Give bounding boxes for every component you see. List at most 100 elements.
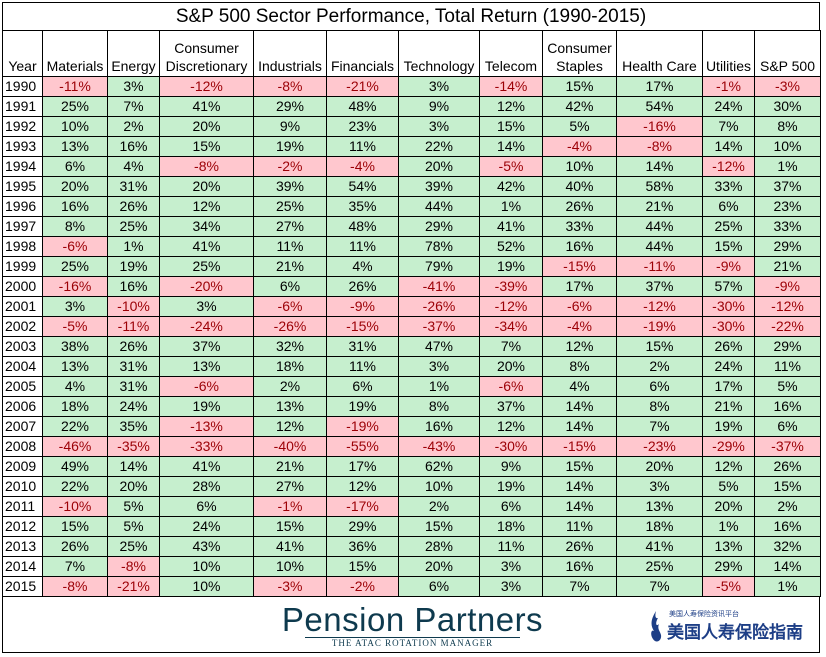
return-cell: -29%: [702, 436, 755, 457]
return-cell: 47%: [398, 336, 480, 357]
return-cell: 41%: [253, 536, 327, 557]
return-cell: 11%: [542, 516, 617, 537]
return-cell: 11%: [326, 236, 399, 257]
return-cell: -12%: [159, 76, 254, 97]
return-cell: 40%: [542, 176, 617, 197]
return-cell: 12%: [479, 96, 543, 117]
year-cell: 1993: [2, 136, 43, 157]
return-cell: -8%: [159, 156, 254, 177]
return-cell: -20%: [159, 276, 254, 297]
return-cell: 10%: [542, 156, 617, 177]
return-cell: 14%: [754, 556, 821, 577]
return-cell: 21%: [754, 256, 821, 277]
return-cell: 10%: [253, 556, 327, 577]
return-cell: 10%: [398, 476, 480, 497]
return-cell: -9%: [326, 296, 399, 317]
return-cell: 6%: [479, 496, 543, 517]
return-cell: -30%: [702, 316, 755, 337]
return-cell: 7%: [616, 576, 703, 597]
return-cell: 2%: [754, 496, 821, 517]
return-cell: 3%: [616, 476, 703, 497]
return-cell: -21%: [326, 76, 399, 97]
table-row: 2005 4% 31% -6% 2% 6% 1% -6% 4% 6% 17% 5%: [2, 376, 821, 397]
table-row: 2000 -16% 16% -20% 6% 26% -41% -39% 17% 37% 57% -9%: [2, 276, 821, 297]
return-cell: 10%: [42, 116, 108, 137]
return-cell: -23%: [616, 436, 703, 457]
return-cell: 17%: [616, 76, 703, 97]
table-row: 2015 -8% -21% 10% -3% -2% 6% 3% 7% 7% -5% 1%: [2, 576, 821, 597]
return-cell: 12%: [479, 416, 543, 437]
return-cell: 1%: [479, 196, 543, 217]
footer: Pension Partners THE ATAC ROTATION MANAG…: [2, 597, 820, 653]
return-cell: 10%: [754, 136, 821, 157]
return-cell: 20%: [479, 356, 543, 377]
return-cell: 27%: [253, 216, 327, 237]
table-row: 1999 25% 19% 25% 21% 4% 79% 19% -15% -11% -9% 21%: [2, 256, 821, 277]
watermark-title: 美国人寿保险指南: [667, 623, 803, 643]
return-cell: 41%: [159, 456, 254, 477]
return-cell: 24%: [159, 516, 254, 537]
return-cell: 11%: [479, 536, 543, 557]
return-cell: 19%: [107, 256, 160, 277]
return-cell: 15%: [542, 456, 617, 477]
column-header: Materials: [42, 30, 108, 77]
return-cell: -1%: [253, 496, 327, 517]
column-header: Consumer Discretionary: [159, 30, 254, 77]
return-cell: -43%: [398, 436, 480, 457]
return-cell: 54%: [326, 176, 399, 197]
return-cell: 15%: [253, 516, 327, 537]
return-cell: -11%: [42, 76, 108, 97]
return-cell: 48%: [326, 216, 399, 237]
column-header: Year: [2, 30, 43, 77]
year-cell: 1998: [2, 236, 43, 257]
return-cell: 16%: [107, 276, 160, 297]
year-cell: 2004: [2, 356, 43, 377]
return-cell: 15%: [702, 236, 755, 257]
return-cell: 2%: [107, 116, 160, 137]
return-cell: 13%: [253, 396, 327, 417]
return-cell: 31%: [107, 176, 160, 197]
return-cell: 36%: [326, 536, 399, 557]
return-cell: 15%: [754, 476, 821, 497]
return-cell: 57%: [702, 276, 755, 297]
return-cell: -21%: [107, 576, 160, 597]
return-cell: 26%: [42, 536, 108, 557]
return-cell: -17%: [326, 496, 399, 517]
return-cell: -14%: [479, 76, 543, 97]
year-cell: 2001: [2, 296, 43, 317]
year-cell: 2000: [2, 276, 43, 297]
return-cell: 25%: [702, 216, 755, 237]
return-cell: -37%: [754, 436, 821, 457]
return-cell: 16%: [542, 236, 617, 257]
year-cell: 1997: [2, 216, 43, 237]
table-row: 1990 -11% 3% -12% -8% -21% 3% -14% 15% 17% -1% -3%: [2, 76, 821, 97]
year-cell: 1991: [2, 96, 43, 117]
return-cell: 22%: [42, 416, 108, 437]
return-cell: 34%: [159, 216, 254, 237]
return-cell: -16%: [42, 276, 108, 297]
return-cell: -33%: [159, 436, 254, 457]
return-cell: 33%: [754, 216, 821, 237]
return-cell: 8%: [398, 396, 480, 417]
return-cell: 19%: [253, 136, 327, 157]
return-cell: 14%: [702, 136, 755, 157]
return-cell: 78%: [398, 236, 480, 257]
return-cell: 2%: [253, 376, 327, 397]
return-cell: 16%: [754, 396, 821, 417]
table-body: 1990 -11% 3% -12% -8% -21% 3% -14% 15% 17% -1% -3% 1…: [2, 76, 821, 597]
return-cell: 29%: [702, 556, 755, 577]
return-cell: 16%: [107, 136, 160, 157]
return-cell: -9%: [754, 276, 821, 297]
return-cell: 16%: [42, 196, 108, 217]
return-cell: 5%: [754, 376, 821, 397]
return-cell: 12%: [702, 456, 755, 477]
return-cell: 17%: [702, 376, 755, 397]
column-header: Health Care: [616, 30, 703, 77]
return-cell: 44%: [398, 196, 480, 217]
table-row: 2002 -5% -11% -24% -26% -15% -37% -34% -4% -19% -3…: [2, 316, 821, 337]
return-cell: 15%: [42, 516, 108, 537]
return-cell: -15%: [326, 316, 399, 337]
return-cell: 1%: [702, 516, 755, 537]
return-cell: -15%: [542, 256, 617, 277]
return-cell: 7%: [479, 336, 543, 357]
